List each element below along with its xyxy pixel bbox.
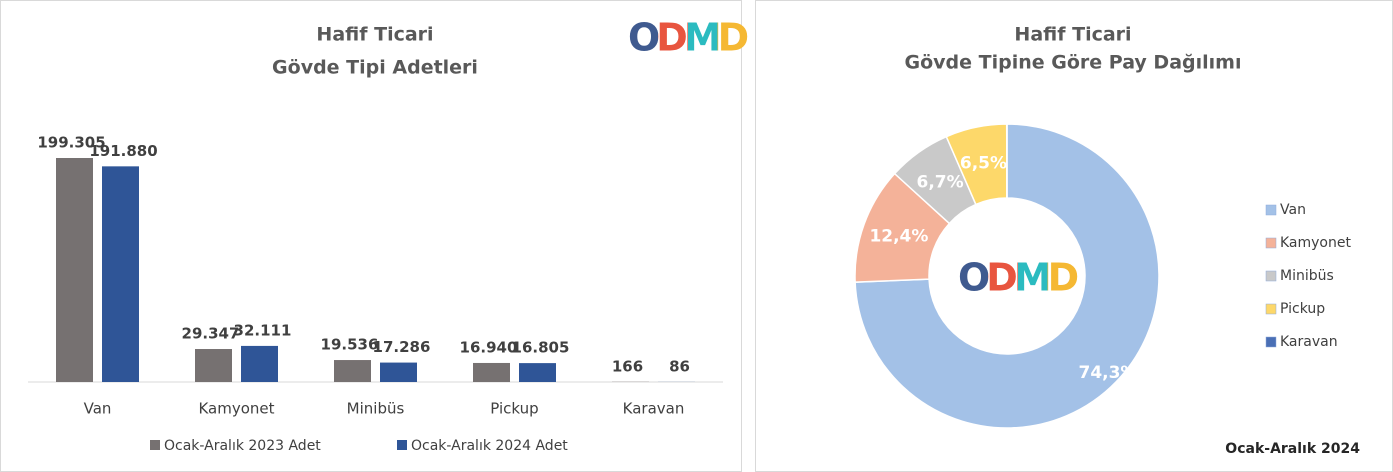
legend-label: Pickup bbox=[1280, 301, 1325, 317]
bar bbox=[102, 166, 139, 382]
data-label: 166 bbox=[612, 357, 643, 375]
x-tick-label: Van bbox=[84, 400, 112, 418]
legend-label: Karavan bbox=[1280, 334, 1338, 350]
legend-label: Van bbox=[1280, 202, 1306, 218]
chart-title: Gövde Tipine Göre Pay Dağılımı bbox=[905, 52, 1242, 74]
data-label: 199.305 bbox=[37, 134, 105, 152]
x-tick-label: Pickup bbox=[490, 400, 538, 418]
legend-label: Ocak-Aralık 2023 Adet bbox=[164, 438, 321, 454]
legend-swatch bbox=[1265, 204, 1277, 216]
data-label: 19.536 bbox=[321, 336, 379, 354]
legend-label: Kamyonet bbox=[1280, 235, 1351, 251]
chart-title: Gövde Tipi Adetleri bbox=[272, 57, 478, 79]
bar bbox=[56, 158, 93, 382]
logo: ODMD bbox=[628, 16, 748, 60]
data-label: 32.111 bbox=[234, 321, 292, 339]
bar bbox=[241, 345, 278, 382]
bar bbox=[473, 362, 510, 382]
data-label: 74,3% bbox=[1078, 363, 1137, 383]
x-tick-label: Karavan bbox=[623, 400, 685, 418]
data-label: 6,5% bbox=[960, 153, 1007, 173]
bar bbox=[380, 362, 417, 382]
data-label: 191.880 bbox=[89, 142, 157, 160]
donut-segment bbox=[854, 123, 1160, 429]
footnote: Ocak-Aralık 2024 bbox=[1225, 441, 1360, 457]
bar bbox=[195, 349, 232, 382]
legend-swatch bbox=[1265, 270, 1277, 282]
chart-title: Hafif Ticari bbox=[1014, 24, 1131, 46]
bar bbox=[334, 360, 371, 382]
data-label: 29.347 bbox=[182, 325, 240, 343]
bar bbox=[519, 363, 556, 382]
legend-label: Minibüs bbox=[1280, 268, 1334, 284]
logo: ODMD bbox=[958, 256, 1078, 300]
data-label: 17.286 bbox=[373, 338, 431, 356]
legend-swatch bbox=[1265, 303, 1277, 315]
data-label: 12,4% bbox=[869, 227, 928, 247]
legend-swatch bbox=[150, 440, 160, 450]
data-label: 16.940 bbox=[460, 338, 518, 356]
x-tick-label: Kamyonet bbox=[198, 400, 274, 418]
data-label: 6,7% bbox=[916, 172, 963, 192]
legend-swatch bbox=[397, 440, 407, 450]
data-label: 86 bbox=[669, 357, 690, 375]
legend-label: Ocak-Aralık 2024 Adet bbox=[411, 438, 568, 454]
chart-title: Hafif Ticari bbox=[316, 24, 433, 46]
legend-swatch bbox=[1265, 237, 1277, 249]
legend-swatch bbox=[1265, 336, 1277, 348]
x-tick-label: Minibüs bbox=[347, 400, 405, 418]
data-label: 16.805 bbox=[512, 339, 570, 357]
